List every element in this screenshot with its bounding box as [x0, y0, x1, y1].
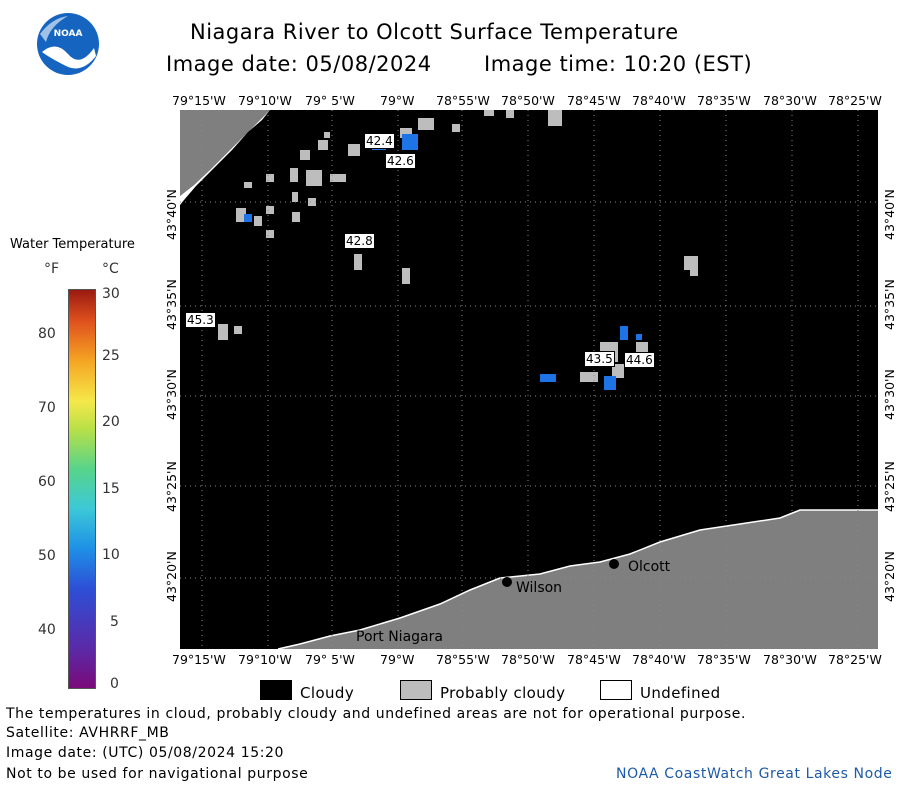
lat-label: 43°25'N — [882, 461, 897, 512]
satellite: Satellite: AVHRRF_MB — [6, 725, 170, 741]
probably-cloudy-patches — [194, 110, 698, 382]
c-tick: 0 — [110, 676, 119, 692]
lat-label: 43°20'N — [882, 551, 897, 602]
land-nw — [180, 110, 270, 196]
colorbar-title: Water Temperature — [10, 237, 135, 252]
place-olcott: Olcott — [628, 559, 671, 575]
c-tick: 10 — [102, 547, 120, 563]
legend-label-undefined: Undefined — [640, 684, 721, 702]
lat-label: 43°30'N — [882, 369, 897, 420]
temperature-pixels — [244, 134, 642, 390]
c-tick: 25 — [102, 348, 120, 364]
lat-label: 43°30'N — [164, 369, 179, 420]
lon-label: 78°50'W — [501, 652, 555, 667]
lon-label: 78°55'W — [436, 652, 490, 667]
legend-swatch-probably-cloudy — [400, 680, 432, 700]
c-tick: 30 — [102, 286, 120, 302]
temp-label: 42.8 — [344, 233, 375, 249]
f-tick: 60 — [38, 474, 56, 490]
legend-label-probably-cloudy: Probably cloudy — [440, 684, 566, 702]
logo-text: NOAA — [54, 29, 83, 39]
lon-label: 79°10'W — [238, 652, 292, 667]
navigation-warning: Not to be used for navigational purpose — [6, 766, 309, 782]
f-tick: 70 — [38, 400, 56, 416]
utc-date: Image date: (UTC) 05/08/2024 15:20 — [6, 745, 285, 761]
credit-link[interactable]: NOAA CoastWatch Great Lakes Node — [616, 766, 893, 782]
disclaimer: The temperatures in cloud, probably clou… — [6, 706, 747, 722]
lon-label: 78°25'W — [828, 652, 882, 667]
temp-label: 44.6 — [624, 352, 655, 368]
unit-fahrenheit: °F — [44, 261, 60, 277]
lon-label: 78°40'W — [632, 93, 686, 108]
temp-label: 42.6 — [385, 153, 416, 169]
olcott-marker — [609, 559, 619, 569]
legend-label-cloudy: Cloudy — [300, 684, 355, 702]
land-south — [278, 510, 878, 649]
lat-label: 43°25'N — [164, 461, 179, 512]
noaa-logo: NOAA — [37, 13, 99, 75]
image-date: Image date: 05/08/2024 — [166, 52, 432, 76]
page-title: Niagara River to Olcott Surface Temperat… — [190, 20, 679, 44]
lon-label: 79°15'W — [172, 652, 226, 667]
temp-label: 42.4 — [364, 133, 395, 149]
place-wilson: Wilson — [516, 580, 563, 596]
temp-label: 43.5 — [584, 351, 615, 367]
lon-label: 79° 5'W — [305, 93, 355, 108]
c-tick: 5 — [110, 614, 119, 630]
lon-label: 78°55'W — [436, 93, 490, 108]
lon-label: 78°40'W — [632, 652, 686, 667]
image-time: Image time: 10:20 (EST) — [484, 52, 753, 76]
f-tick: 80 — [38, 326, 56, 342]
place-port-niagara: Port Niagara — [356, 629, 443, 645]
lat-label: 43°35'N — [164, 279, 179, 330]
lon-label: 78°30'W — [763, 93, 817, 108]
lat-label: 43°40'N — [164, 189, 179, 240]
lon-label: 78°50'W — [501, 93, 555, 108]
lon-label: 79°W — [380, 652, 415, 667]
temp-label: 45.3 — [185, 312, 216, 328]
c-tick: 15 — [102, 481, 120, 497]
f-tick: 50 — [38, 548, 56, 564]
lon-label: 79°15'W — [172, 93, 226, 108]
lat-label: 43°35'N — [882, 279, 897, 330]
lon-label: 78°30'W — [763, 652, 817, 667]
colorbar — [68, 289, 96, 689]
lon-label: 78°45'W — [567, 93, 621, 108]
shoreline — [277, 509, 878, 650]
map-frame — [180, 110, 878, 650]
lon-label: 78°25'W — [828, 93, 882, 108]
lon-label: 79°10'W — [238, 93, 292, 108]
legend-swatch-undefined — [600, 680, 632, 700]
undefined-strip — [180, 110, 270, 205]
lon-label: 78°35'W — [697, 93, 751, 108]
lon-label: 78°45'W — [567, 652, 621, 667]
lon-label: 79°W — [380, 93, 415, 108]
lon-label: 78°35'W — [697, 652, 751, 667]
lat-label: 43°40'N — [882, 189, 897, 240]
c-tick: 20 — [102, 414, 120, 430]
lon-label: 79° 5'W — [305, 652, 355, 667]
unit-celsius: °C — [102, 261, 119, 277]
legend-swatch-cloudy — [260, 680, 292, 700]
f-tick: 40 — [38, 622, 56, 638]
wilson-marker — [502, 577, 512, 587]
lat-label: 43°20'N — [164, 551, 179, 602]
